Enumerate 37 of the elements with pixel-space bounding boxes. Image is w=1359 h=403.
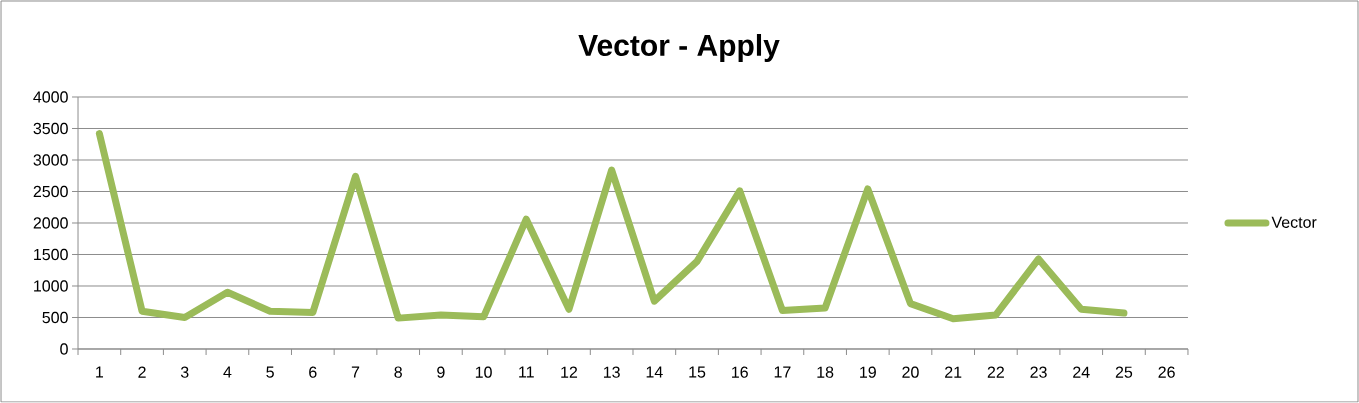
x-tick-label: 25 [1115,366,1133,378]
x-tick-label: 17 [774,366,791,378]
x-tick-label: 21 [945,366,962,378]
x-tick-label: 20 [902,366,919,378]
y-tick-label: 2000 [33,217,68,229]
x-tick-label: 1 [96,366,104,378]
chart-title: Vector - Apply [578,34,780,62]
x-tick-label: 3 [180,366,189,378]
x-tick-label: 4 [223,366,232,378]
x-tick-label: 16 [732,366,748,378]
x-tick-label: 19 [860,366,876,378]
x-tick-label: 6 [309,366,317,378]
x-tick-label: 2 [138,366,146,378]
y-tick-label: 1500 [34,248,68,261]
x-tick-label: 18 [817,366,834,378]
x-tick-label: 7 [351,366,360,378]
x-tick-label: 14 [646,366,663,378]
x-tick-label: 5 [266,366,274,378]
x-tick-label: 11 [519,366,534,378]
x-tick-label: 13 [603,366,620,378]
x-tick-label: 23 [1030,366,1047,378]
y-tick-label: 2500 [33,185,68,198]
x-tick-label: 15 [689,366,706,378]
y-tick-label: 1000 [34,280,68,292]
legend-label: Vector [1271,216,1317,228]
y-tick-label: 3500 [33,122,68,135]
x-tick-label: 22 [987,366,1004,378]
x-tick-label: 24 [1073,366,1090,378]
x-tick-label: 12 [561,366,578,378]
x-tick-label: 10 [475,366,492,378]
y-tick-label: 0 [60,343,68,355]
x-tick-label: 26 [1158,366,1175,378]
x-tick-label: 9 [437,366,445,378]
y-tick-label: 3000 [33,154,68,166]
y-tick-label: 500 [42,311,68,324]
y-tick-label: 4000 [33,91,68,103]
x-tick-label: 8 [394,366,402,378]
